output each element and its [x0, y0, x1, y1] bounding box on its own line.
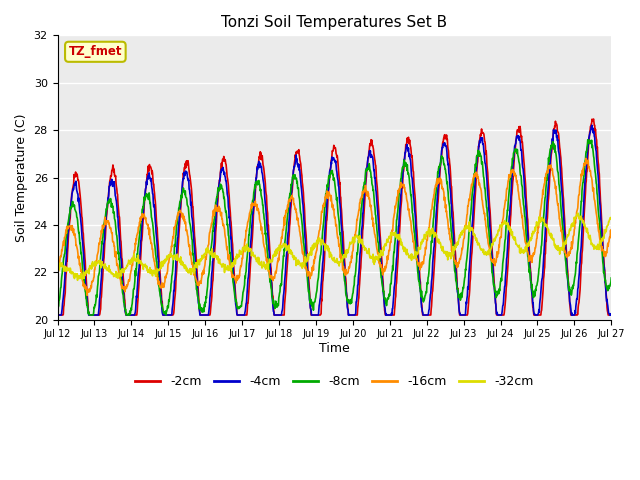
- -32cm: [420, 232, 428, 238]
- -16cm: [83, 292, 91, 298]
- X-axis label: Time: Time: [319, 342, 350, 355]
- Line: -16cm: -16cm: [58, 158, 611, 295]
- -4cm: [588, 122, 596, 128]
- -4cm: [420, 312, 428, 318]
- -32cm: [74, 277, 81, 283]
- -16cm: [607, 227, 615, 233]
- -2cm: [541, 251, 549, 256]
- -8cm: [239, 289, 247, 295]
- -4cm: [493, 311, 500, 317]
- -16cm: [542, 171, 550, 177]
- -8cm: [177, 192, 185, 198]
- -32cm: [574, 210, 582, 216]
- Legend: -2cm, -4cm, -8cm, -16cm, -32cm: -2cm, -4cm, -8cm, -16cm, -32cm: [130, 370, 539, 393]
- -16cm: [239, 251, 247, 256]
- -8cm: [420, 295, 428, 301]
- -8cm: [607, 275, 615, 281]
- -2cm: [177, 207, 184, 213]
- -16cm: [493, 249, 501, 255]
- -32cm: [239, 244, 247, 250]
- -32cm: [607, 216, 615, 222]
- Line: -2cm: -2cm: [58, 119, 611, 315]
- -16cm: [177, 210, 185, 216]
- -4cm: [239, 312, 246, 318]
- -2cm: [589, 116, 597, 122]
- -4cm: [541, 224, 549, 229]
- -16cm: [420, 252, 428, 258]
- -2cm: [493, 312, 500, 318]
- -32cm: [177, 262, 185, 267]
- -4cm: [607, 311, 615, 317]
- -2cm: [163, 312, 171, 318]
- -32cm: [164, 256, 172, 262]
- Text: TZ_fmet: TZ_fmet: [68, 45, 122, 58]
- -8cm: [164, 303, 172, 309]
- -4cm: [163, 312, 171, 318]
- -32cm: [493, 231, 501, 237]
- -2cm: [420, 312, 428, 318]
- -16cm: [582, 156, 589, 161]
- -32cm: [54, 263, 61, 268]
- -4cm: [54, 312, 61, 318]
- -32cm: [542, 222, 550, 228]
- -16cm: [54, 271, 61, 277]
- -2cm: [239, 312, 246, 318]
- -4cm: [177, 198, 184, 204]
- -8cm: [86, 312, 93, 318]
- Title: Tonzi Soil Temperatures Set B: Tonzi Soil Temperatures Set B: [221, 15, 447, 30]
- Line: -32cm: -32cm: [58, 213, 611, 280]
- Line: -4cm: -4cm: [58, 125, 611, 315]
- Y-axis label: Soil Temperature (C): Soil Temperature (C): [15, 113, 28, 242]
- Line: -8cm: -8cm: [58, 140, 611, 315]
- -8cm: [542, 186, 550, 192]
- -16cm: [164, 268, 172, 274]
- -8cm: [493, 293, 501, 299]
- -2cm: [54, 312, 61, 318]
- -8cm: [584, 137, 591, 143]
- -2cm: [607, 312, 615, 318]
- -8cm: [54, 310, 61, 315]
